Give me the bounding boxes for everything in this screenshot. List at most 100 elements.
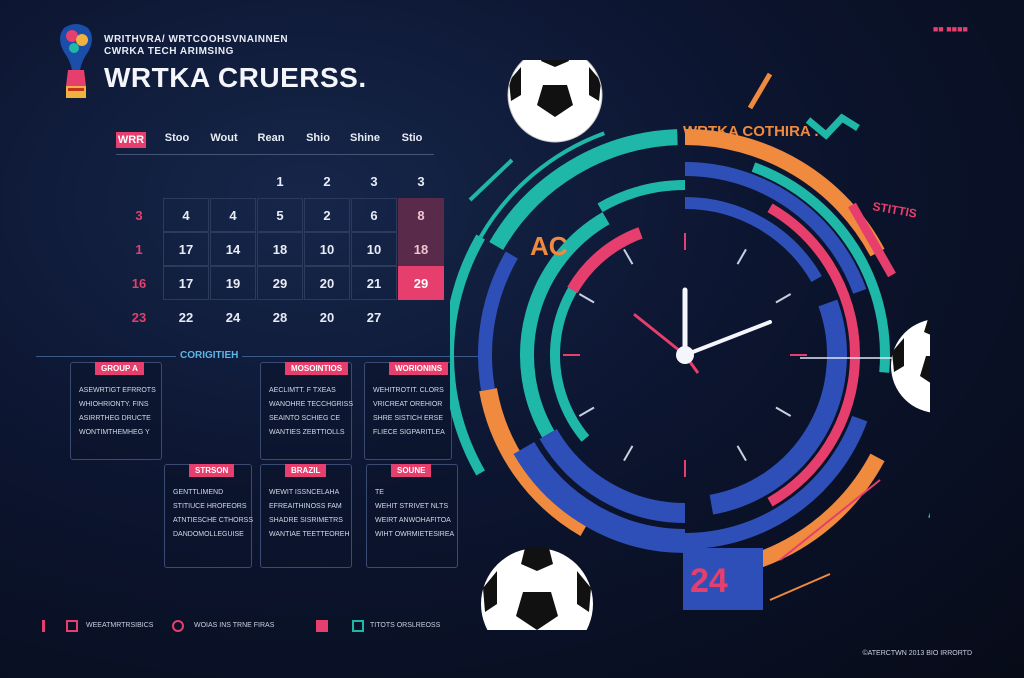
match-card-line: WANOHRE TECCHGRISS	[269, 401, 354, 408]
calendar-day[interactable]: 3	[417, 173, 425, 189]
footer-item-2: WOIAS INS TRNE FIRAS	[194, 622, 275, 629]
clock-arcs	[450, 129, 890, 581]
calendar-grid: 1 2 3 3 3 4 4 5 2 6 8 1 17 14 18 10 10 18 16 17 19 29 20 21 29 23…	[116, 164, 444, 364]
clock-right-label: STITTIS	[871, 199, 917, 221]
clock-left-label: AC	[530, 231, 568, 261]
calendar-day[interactable]: 17	[163, 266, 209, 300]
calendar-day-header: Wout	[210, 132, 238, 144]
clock-arc	[684, 197, 822, 283]
clock-arc	[479, 388, 590, 536]
match-card-line: ASEWRTIGT EFRROTS	[79, 387, 156, 394]
match-card-title: MOSOINTIOS	[285, 362, 349, 375]
match-card-title: WORIONINS	[389, 362, 449, 375]
match-card-line: VRICREAT OREHIOR	[373, 401, 443, 408]
deco-stroke	[848, 202, 896, 278]
match-card-line: WANTIAE TEETTEOREH	[269, 531, 350, 538]
match-card-line: TE	[375, 489, 384, 496]
calendar-day[interactable]: 10	[351, 232, 397, 266]
calendar-day-header: Shine	[350, 132, 380, 144]
clock-arc	[513, 441, 686, 553]
match-card-line: SHRE SISTICH ERSE	[373, 415, 444, 422]
clock-arc	[751, 162, 890, 373]
calendar-day[interactable]: 5	[257, 198, 303, 232]
match-card-title: GROUP A	[95, 362, 144, 375]
calendar-day[interactable]: 20	[304, 266, 350, 300]
calendar-day[interactable]: 1	[276, 173, 284, 189]
match-card[interactable]: GROUP A ASEWRTIGT EFRROTS WHIOHRIONTY. FIN…	[70, 362, 162, 460]
clock-arc	[684, 415, 868, 549]
soccer-ball-icon	[481, 548, 593, 630]
match-card[interactable]: SOUNE TE WEHIT STRIVET NLTS WEIRT ANWOHAFIT…	[366, 464, 458, 568]
match-card[interactable]: MOSOINTIOS AECLIMTT. F TXEAS WANOHRE TECCH…	[260, 362, 354, 460]
page-title: WRTKA CRUERSS.	[104, 62, 367, 93]
match-card-line: WANTIES ZEBTTIOLLS	[269, 429, 345, 436]
clock-tick	[578, 293, 595, 304]
year-badge: 24	[690, 562, 728, 600]
match-card-line: WEIRT ANWOHAFITOA	[375, 517, 451, 524]
calendar-day	[210, 164, 256, 198]
clock-arc	[567, 227, 643, 294]
calendar-day[interactable]: 2	[323, 173, 331, 189]
calendar-day[interactable]: 16	[131, 275, 147, 291]
calendar-divider	[116, 154, 434, 155]
clock-top-label: WRTKA COTHIRA .	[683, 123, 819, 140]
calendar-day-header: Rean	[257, 132, 285, 144]
calendar-day-header: Stio	[401, 132, 423, 144]
calendar-day[interactable]: 18	[257, 232, 303, 266]
match-card[interactable]: STRSON GENTTLIMEND STITIUCE HROFEORS ATNTIE…	[164, 464, 253, 568]
calendar-day	[163, 164, 209, 198]
calendar-day[interactable]: 18	[398, 232, 444, 266]
calendar-day-header: WRR	[116, 132, 146, 148]
calendar-day[interactable]: 19	[210, 266, 256, 300]
calendar-day[interactable]: 24	[225, 309, 241, 325]
calendar-day[interactable]: 8	[398, 198, 444, 232]
match-card-title: BRAZIL	[285, 464, 327, 477]
clock-arc	[597, 180, 686, 213]
calendar-day[interactable]: 20	[319, 309, 335, 325]
calendar-day[interactable]: 27	[366, 309, 382, 325]
match-card[interactable]: BRAZIL WEWIT ISSNCELAHA EFREAITHINOSS FAM S…	[260, 464, 352, 568]
calendar-day[interactable]: 6	[351, 198, 397, 232]
match-card-line: SHADRE SISRIMETRS	[269, 517, 343, 524]
section-divider-left	[36, 356, 176, 357]
match-card[interactable]: WORIONINS WEHITROTIT. CLORS VRICREAT OREHI…	[364, 362, 452, 460]
calendar-day[interactable]: 2	[304, 198, 350, 232]
calendar-day[interactable]: 21	[351, 266, 397, 300]
match-card-title: SOUNE	[391, 464, 432, 477]
clock-arc	[478, 131, 605, 239]
calendar-day[interactable]: 28	[272, 309, 288, 325]
top-right-label: ■■ ■■■■	[932, 24, 968, 34]
clock-arc	[709, 299, 847, 515]
calendar-day	[398, 300, 444, 334]
calendar-day[interactable]: 14	[210, 232, 256, 266]
clock-arc	[520, 212, 610, 438]
calendar-day[interactable]: 10	[304, 232, 350, 266]
calendar-day[interactable]: 4	[210, 198, 256, 232]
soccer-ball-icon	[507, 60, 603, 143]
clock-arc	[539, 428, 686, 523]
calendar-day[interactable]: 29	[257, 266, 303, 300]
match-card-line: WIHT OWRMIETESIREA	[375, 531, 455, 538]
clock-tick	[775, 293, 792, 304]
calendar-day[interactable]: 1	[135, 241, 143, 257]
calendar-day[interactable]: 17	[163, 232, 209, 266]
deco-stroke	[769, 573, 831, 601]
calendar-day[interactable]: 4	[163, 198, 209, 232]
clock-graphic: WRTKA COTHIRA . AC STITTIS 24	[450, 60, 930, 630]
deco-stroke	[468, 158, 514, 202]
calendar-day-header: Stoo	[164, 132, 190, 144]
calendar-day[interactable]: 29	[398, 266, 444, 300]
footer-box-icon	[66, 620, 78, 632]
match-card-line: DANDOMOLLEGUISE	[173, 531, 244, 538]
calendar-day[interactable]: 22	[178, 309, 194, 325]
clock-tick	[736, 445, 747, 462]
calendar-day[interactable]: 3	[135, 207, 143, 223]
year-badge-bg	[683, 548, 763, 610]
match-card-title: STRSON	[189, 464, 235, 477]
calendar-day	[116, 164, 162, 198]
calendar-day[interactable]: 3	[370, 173, 378, 189]
clock-tick	[578, 406, 595, 417]
calendar-day[interactable]: 23	[131, 309, 147, 325]
match-card-line: WEWIT ISSNCELAHA	[269, 489, 340, 496]
match-card-line: STITIUCE HROFEORS	[173, 503, 247, 510]
